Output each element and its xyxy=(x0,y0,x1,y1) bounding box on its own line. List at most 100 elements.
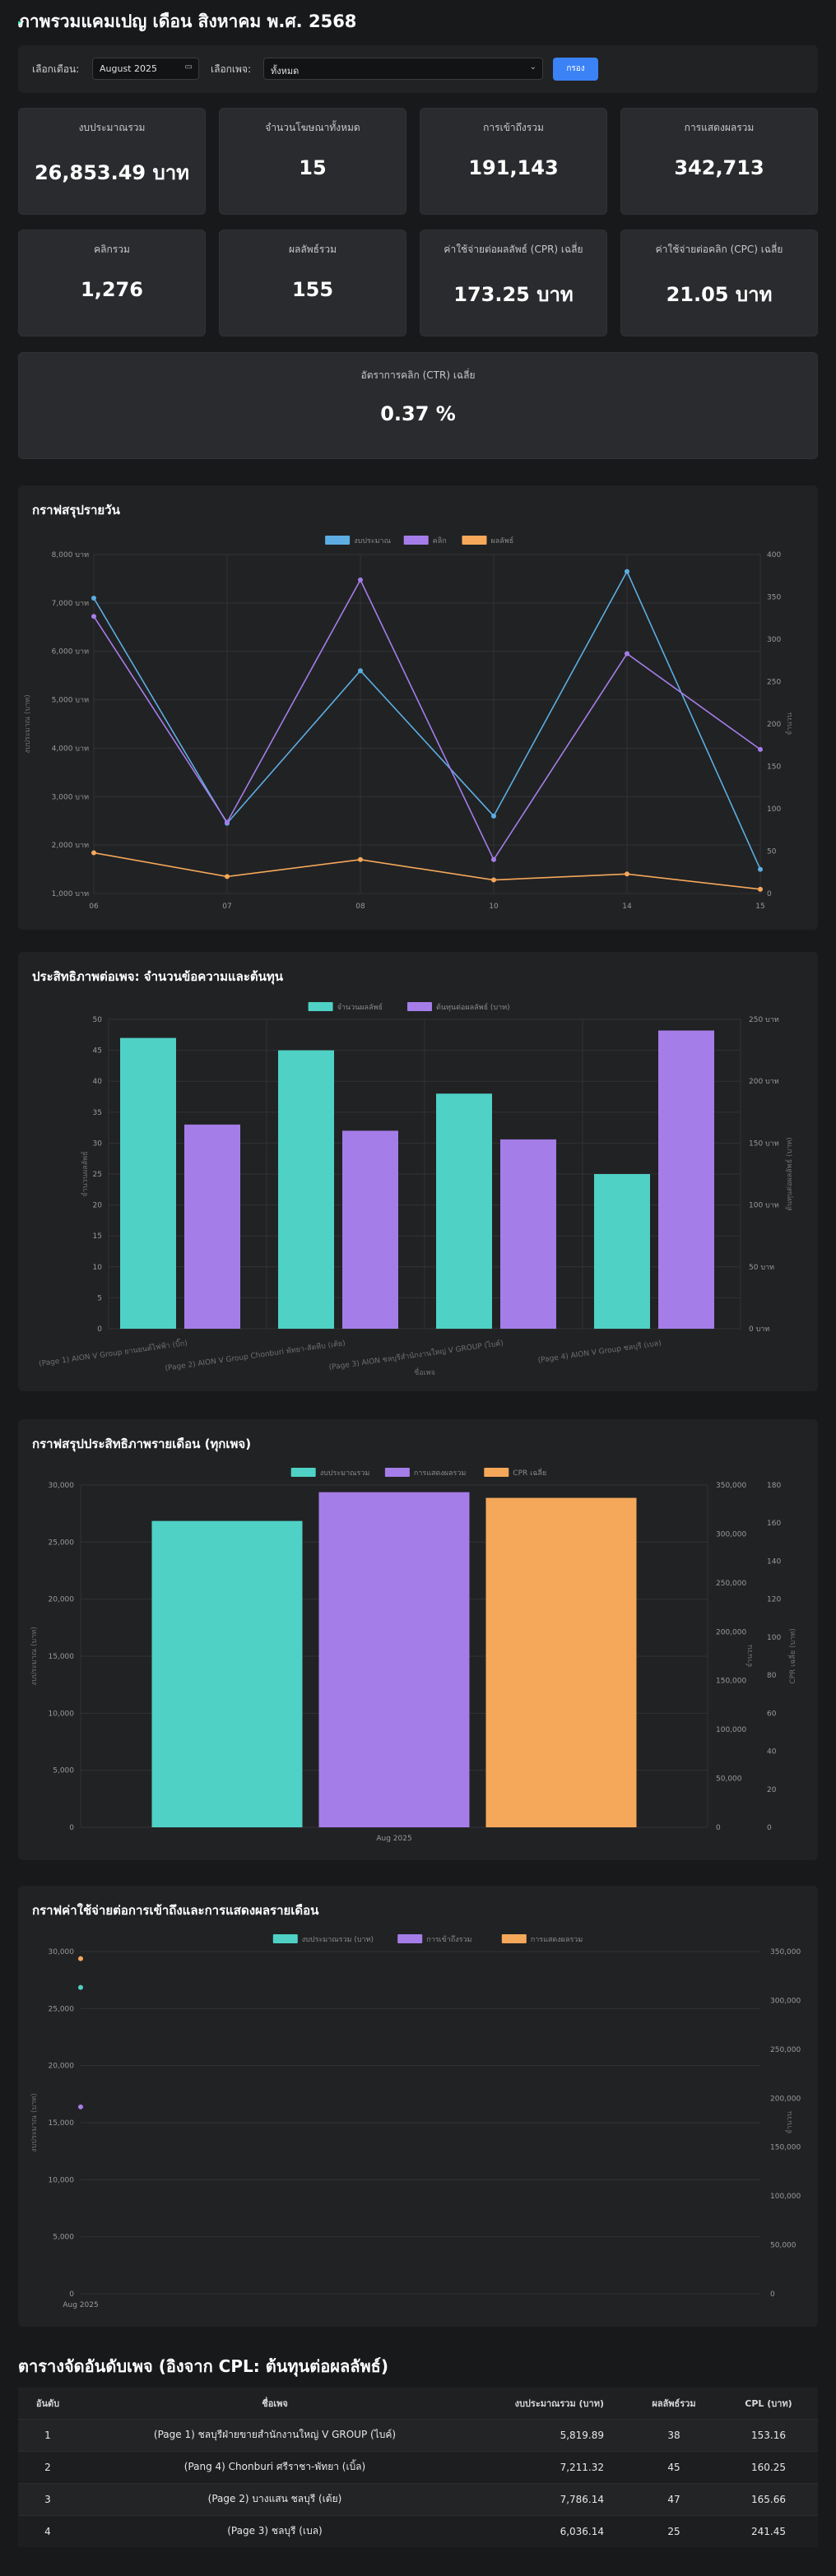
y2-tick-label: 0 บาท xyxy=(749,1325,769,1334)
y2-tick-label: 350 xyxy=(767,594,781,602)
results-cell: 25 xyxy=(629,2514,719,2547)
y2-tick-label: 300 xyxy=(767,636,781,644)
x-axis-title: ชื่อเพจ xyxy=(414,1367,435,1377)
card-avg-ctr: อัตราการคลิก (CTR) เฉลี่ย 0.37 % xyxy=(18,352,818,459)
x-tick-label: 06 xyxy=(89,903,99,911)
cpl-cell: 241.45 xyxy=(719,2514,818,2547)
header-accent-marker xyxy=(18,21,21,25)
legend-label: ผลลัพธ์ xyxy=(491,536,514,545)
table-row: 1 (Page 1) ชลบุรีฝ่ายขายสำนักงานใหญ่ V G… xyxy=(18,2418,818,2451)
y-tick-label: 5,000 xyxy=(53,2234,74,2242)
legend-swatch xyxy=(407,1002,432,1011)
card-total-reach: การเข้าถึงรวม 191,143 xyxy=(420,108,607,215)
y2-tick-label: 400 xyxy=(767,551,781,559)
page-cell: (Page 1) ชลบุรีฝ่ายขายสำนักงานใหญ่ V GRO… xyxy=(77,2418,472,2451)
card-value: 1,276 xyxy=(81,278,143,301)
y2-tick-label: 250,000 xyxy=(770,2046,801,2054)
results-cell: 38 xyxy=(629,2418,719,2451)
monthly-bar-chart: 0 5,000 10,000 15,000 20,000 25,000 30,000 0 50,… xyxy=(30,1467,797,1843)
bar xyxy=(184,1124,240,1329)
series-line xyxy=(93,569,761,870)
card-avg-cpc: ค่าใช้จ่ายต่อคลิก (CPC) เฉลี่ย 21.05 บาท xyxy=(620,230,818,337)
y2-tick-label: 100,000 xyxy=(770,2193,801,2201)
y-tick-label: 30,000 xyxy=(49,1482,75,1490)
y-tick-label: 1,000 บาท xyxy=(52,890,89,898)
cpl-cell: 165.66 xyxy=(719,2482,818,2515)
y-tick-label: 7,000 บาท xyxy=(52,600,89,608)
bar xyxy=(436,1093,492,1329)
x-tick-label: (Page 3) AION ชลบุรีสำนักงานใหญ่ V GROUP… xyxy=(328,1338,504,1372)
legend-label: จำนวนผลลัพธ์ xyxy=(337,1002,383,1012)
page-select[interactable]: ทั้งหมด ⌄ xyxy=(263,58,543,80)
y-tick-label: 5,000 xyxy=(53,1767,74,1775)
results-cell: 45 xyxy=(629,2450,719,2483)
y-tick-label: 25,000 xyxy=(49,2005,75,2013)
y-tick-label: 30,000 xyxy=(49,1948,75,1956)
bar xyxy=(151,1520,303,1827)
data-point xyxy=(625,569,629,574)
page-cell: (Page 3) ชลบุรี (เบล) xyxy=(77,2514,472,2547)
data-point xyxy=(758,866,763,872)
y-axis-title: งบประมาณ (บาท) xyxy=(24,694,32,753)
card-value: 26,853.49 บาท xyxy=(34,161,189,184)
y-tick-label: 0 xyxy=(69,1824,74,1832)
daily-chart-title: กราฟสรุปรายวัน xyxy=(32,503,120,518)
page-filter-label: เลือกเพจ: xyxy=(211,63,252,75)
per-page-chart-panel: ประสิทธิภาพต่อเพจ: จำนวนข้อความและต้นทุน… xyxy=(18,952,818,1391)
y-tick-label: 4,000 บาท xyxy=(52,745,89,753)
legend-label: งบประมาณรวม xyxy=(320,1469,370,1478)
legend-label: การแสดงผลรวม xyxy=(531,1936,583,1944)
filter-submit-button[interactable]: กรอง xyxy=(553,58,598,81)
card-avg-cpr: ค่าใช้จ่ายต่อผลลัพธ์ (CPR) เฉลี่ย 173.25… xyxy=(420,230,607,337)
y2-axis-title: จำนวน xyxy=(745,1645,755,1668)
card-value: 15 xyxy=(299,156,327,179)
column-header: ผลลัพธ์รวม xyxy=(629,2388,719,2419)
table-row: 4 (Page 3) ชลบุรี (เบล) 6,036.14 25 241.… xyxy=(18,2514,818,2547)
data-point xyxy=(225,819,230,825)
y-tick-label: 2,000 บาท xyxy=(52,842,89,850)
monthly-chart-panel: กราฟสรุปประสิทธิภาพรายเดือน (ทุกเพจ) 0 5,… xyxy=(18,1419,818,1860)
y-tick-label: 40 xyxy=(93,1078,103,1086)
rank-cell: 2 xyxy=(18,2450,77,2483)
card-label: งบประมาณรวม xyxy=(78,122,146,133)
legend-swatch xyxy=(501,1934,527,1943)
y2-tick-label: 250 บาท xyxy=(749,1016,779,1024)
results-cell: 47 xyxy=(629,2482,719,2515)
y-tick-label: 20,000 xyxy=(49,1596,75,1604)
y-tick-label: 20,000 xyxy=(49,2063,75,2071)
legend-swatch xyxy=(462,536,487,545)
y3-tick-label: 80 xyxy=(767,1672,777,1680)
x-tick-label: 14 xyxy=(622,903,632,911)
page-select-value: ทั้งหมด xyxy=(271,66,300,77)
legend-swatch xyxy=(403,536,429,545)
y3-tick-label: 180 xyxy=(767,1482,781,1490)
ranking-table: อันดับ ชื่อเพจ งบประมาณรวม (บาท) ผลลัพธ์… xyxy=(18,2388,818,2547)
y2-tick-label: 200,000 xyxy=(716,1628,746,1636)
card-label: คลิกรวม xyxy=(94,244,130,255)
data-point xyxy=(358,856,363,862)
column-header: อันดับ xyxy=(18,2388,77,2419)
card-total-clicks: คลิกรวม 1,276 xyxy=(18,230,206,337)
monthly-chart-title: กราฟสรุปประสิทธิภาพรายเดือน (ทุกเพจ) xyxy=(32,1437,252,1451)
y3-tick-label: 0 xyxy=(767,1824,772,1832)
y2-tick-label: 150,000 xyxy=(770,2144,801,2152)
calendar-icon: ▭ xyxy=(184,63,193,72)
y-tick-label: 0 xyxy=(69,2291,74,2299)
x-tick-label: 10 xyxy=(489,903,499,911)
month-select[interactable]: August 2025 ▭ xyxy=(92,58,199,80)
card-value: 21.05 บาท xyxy=(666,283,773,306)
card-total-results: ผลลัพธ์รวม 155 xyxy=(219,230,406,337)
y-axis-title: งบประมาณ (บาท) xyxy=(30,1627,39,1685)
cost-reach-chart-title: กราฟค่าใช้จ่ายต่อการเข้าถึงและการแสดงผลร… xyxy=(32,1903,319,1918)
data-point xyxy=(91,850,96,856)
y2-tick-label: 300,000 xyxy=(770,1997,801,2005)
filter-bar: เลือกเดือน: August 2025 ▭ เลือกเพจ: ทั้ง… xyxy=(18,45,818,93)
card-value: 191,143 xyxy=(468,156,559,179)
legend-swatch xyxy=(272,1934,298,1943)
y2-tick-label: 300,000 xyxy=(716,1530,746,1539)
bar xyxy=(342,1130,398,1329)
x-tick-label: Aug 2025 xyxy=(376,1835,411,1843)
legend-swatch xyxy=(308,1002,333,1011)
page-cell: (Pang 4) Chonburi ศรีราชา-พัทยา (เบิ้ล) xyxy=(77,2450,472,2483)
per-page-bar-chart: 0 5 10 15 20 25 30 35 40 45 50 0 บาท 50 บาท 100 บาท 15… xyxy=(38,1002,794,1377)
